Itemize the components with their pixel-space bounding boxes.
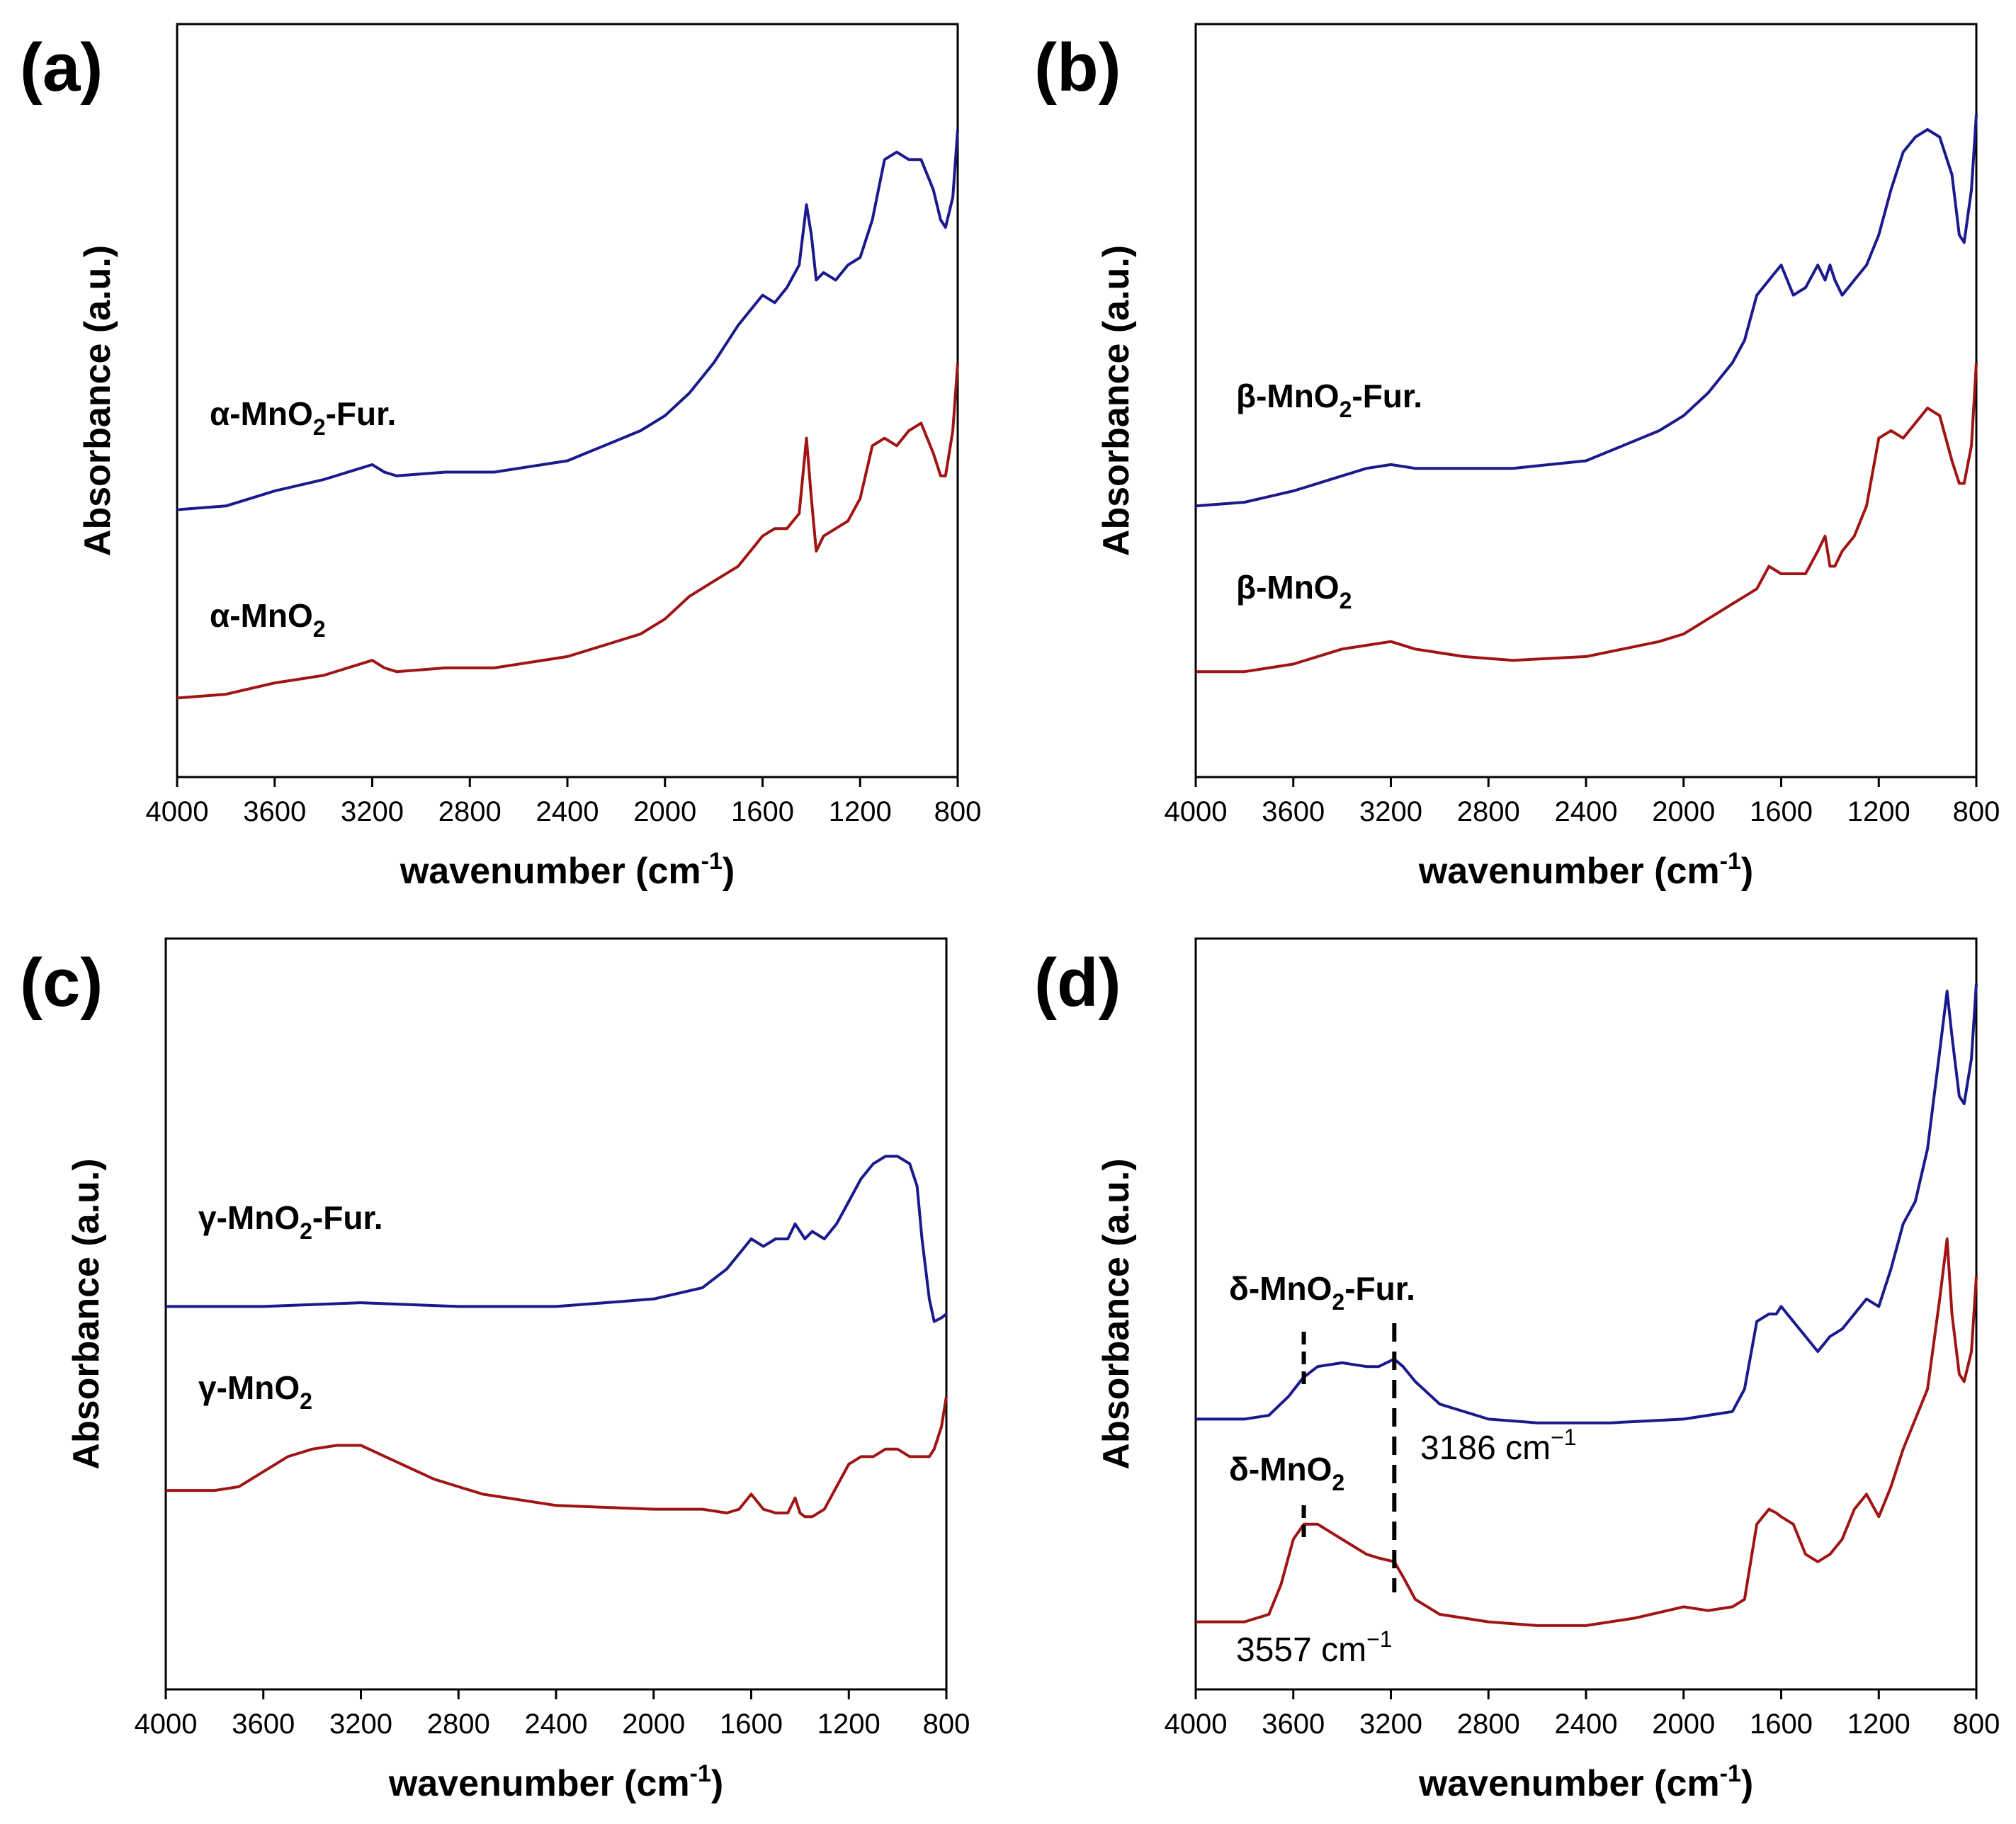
panel-a-x-tick-label: 2400 bbox=[536, 796, 599, 827]
panel-a-x-tick-label: 2000 bbox=[633, 796, 696, 827]
panel-d-group: 4000 3600 3200 2800 2400 2000 1600 1200 800 3186 … bbox=[1034, 937, 2000, 1804]
panel-b-group: 4000 3600 3200 2800 2400 2000 1600 1200 800 β-MnO… bbox=[1034, 23, 2000, 892]
panel-d-x-tick-label: 800 bbox=[1953, 1709, 2000, 1740]
panel-b-x-tick-label: 3600 bbox=[1262, 796, 1325, 827]
panel-c-tag: (c) bbox=[20, 945, 103, 1021]
panel-d-x-tick-label: 1200 bbox=[1847, 1709, 1910, 1740]
panel-c-x-tick-label: 800 bbox=[923, 1709, 970, 1740]
panel-c-label-fur: γ-MnO2-Fur. bbox=[198, 1199, 383, 1244]
panel-c-label-base: γ-MnO2 bbox=[198, 1369, 312, 1414]
panel-c-x-tick-label: 1200 bbox=[817, 1709, 880, 1740]
panel-a-x-tick-label: 3600 bbox=[243, 796, 306, 827]
panel-a-label-fur: α-MnO2-Fur. bbox=[210, 395, 396, 440]
panel-d-tag: (d) bbox=[1034, 945, 1121, 1021]
panel-b-x-tick-label: 2400 bbox=[1555, 796, 1618, 827]
panel-c-x-tick-label: 3600 bbox=[232, 1709, 295, 1740]
panel-d-x-tick-label: 1600 bbox=[1750, 1709, 1813, 1740]
panel-a-x-tick-label: 3200 bbox=[341, 796, 404, 827]
panel-d-x-tick-label: 3600 bbox=[1262, 1709, 1325, 1740]
panel-c-y-axis-title: Absorbance (a.u.) bbox=[66, 1158, 107, 1469]
panel-c-plot-frame bbox=[164, 937, 948, 1691]
panel-b-y-axis-title: Absorbance (a.u.) bbox=[1096, 245, 1137, 556]
panel-c-series-base-line bbox=[166, 1396, 948, 1519]
panel-d-peak-annotation: 3186 cm−1 bbox=[1420, 1424, 1577, 1467]
panel-b-series-base-line bbox=[1196, 363, 1978, 674]
panel-b-x-tick-label: 1200 bbox=[1847, 796, 1910, 827]
panel-b-x-axis-title: wavenumber (cm-1) bbox=[1418, 848, 1753, 892]
panel-b-label-base: β-MnO2 bbox=[1236, 569, 1352, 613]
panel-a-y-axis-title: Absorbance (a.u.) bbox=[77, 245, 118, 556]
panel-b-x-tick-label: 4000 bbox=[1165, 796, 1228, 827]
panel-b-tag: (b) bbox=[1034, 30, 1121, 106]
panel-d-x-axis-title: wavenumber (cm-1) bbox=[1418, 1760, 1753, 1804]
panel-c-x-tick-label: 4000 bbox=[135, 1709, 198, 1740]
panel-b-x-tick-label: 800 bbox=[1953, 796, 2000, 827]
panel-a-x-tick-label: 800 bbox=[934, 796, 982, 827]
panel-c-group: 4000 3600 3200 2800 2400 2000 1600 1200 800 γ-MnO… bbox=[20, 937, 970, 1804]
panel-d-x-tick-label: 2400 bbox=[1555, 1709, 1618, 1740]
panel-c-x-tick-label: 2400 bbox=[525, 1709, 588, 1740]
panel-d-series-base-line bbox=[1196, 1237, 1978, 1627]
panel-a-tag: (a) bbox=[20, 30, 103, 106]
panel-c-series-fur-line bbox=[166, 1155, 948, 1323]
panel-b-x-tick-label: 2800 bbox=[1457, 796, 1520, 827]
panel-b-label-fur: β-MnO2-Fur. bbox=[1236, 378, 1422, 422]
panel-d-x-tick-label: 2800 bbox=[1457, 1709, 1520, 1740]
panel-d-label-fur: δ-MnO2-Fur. bbox=[1229, 1270, 1415, 1315]
panel-c-x-tick-label: 2000 bbox=[622, 1709, 685, 1740]
panel-b-series-fur-line bbox=[1195, 114, 1978, 508]
panel-a-group: 4000 3600 3200 2800 2400 2000 1600 1200 800 α-MnO… bbox=[20, 23, 982, 892]
panel-d-label-base: δ-MnO2 bbox=[1229, 1451, 1344, 1495]
panel-d-series-fur-line bbox=[1196, 983, 1978, 1424]
panel-c-x-tick-label: 1600 bbox=[720, 1709, 783, 1740]
panel-a-x-tick-label: 2800 bbox=[438, 796, 502, 827]
panel-a-x-tick-label: 1200 bbox=[829, 796, 892, 827]
panel-b-x-tick-label: 3200 bbox=[1359, 796, 1422, 827]
panel-d-x-tick-label: 2000 bbox=[1652, 1709, 1715, 1740]
panel-d-peak-annotation: 3557 cm−1 bbox=[1236, 1626, 1393, 1669]
panel-b-x-tick-label: 2000 bbox=[1652, 796, 1715, 827]
panel-b-x-tick-label: 1600 bbox=[1750, 796, 1813, 827]
panel-d-y-axis-title: Absorbance (a.u.) bbox=[1096, 1158, 1137, 1469]
panel-a-x-tick-label: 1600 bbox=[731, 796, 794, 827]
panel-c-x-tick-label: 3200 bbox=[329, 1709, 392, 1740]
panel-c-x-tick-label: 2800 bbox=[427, 1709, 490, 1740]
panel-a-series-fur-line bbox=[176, 129, 959, 511]
panel-a-label-base: α-MnO2 bbox=[210, 597, 326, 642]
panel-d-plot-frame bbox=[1194, 937, 1978, 1691]
panel-a-x-axis-title: wavenumber (cm-1) bbox=[400, 848, 735, 892]
panel-d-x-tick-label: 3200 bbox=[1359, 1709, 1422, 1740]
panel-a-x-tick-label: 4000 bbox=[146, 796, 209, 827]
panel-d-x-tick-label: 4000 bbox=[1165, 1709, 1228, 1740]
panel-c-x-axis-title: wavenumber (cm-1) bbox=[388, 1760, 723, 1804]
panel-a-series-base-line bbox=[176, 363, 959, 700]
